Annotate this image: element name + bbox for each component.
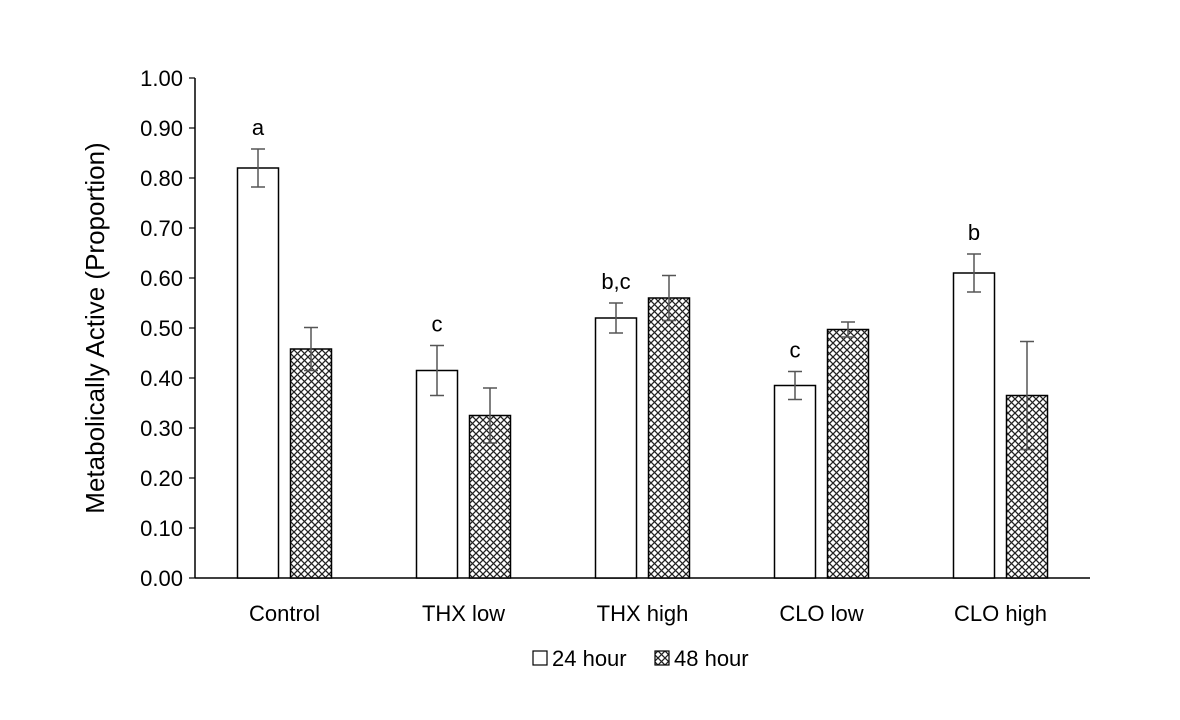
bar-24h xyxy=(594,317,638,579)
legend-swatch-48h xyxy=(654,650,670,666)
x-tick-label: THX low xyxy=(422,601,505,626)
x-tick-label: CLO low xyxy=(779,601,863,626)
bar-24h xyxy=(236,167,280,579)
significance-label: a xyxy=(252,115,265,140)
bar-24h xyxy=(415,369,459,579)
significance-label: c xyxy=(790,338,801,363)
x-tick-label: CLO high xyxy=(954,601,1047,626)
bar-48h xyxy=(647,297,691,579)
y-tick-label: 0.80 xyxy=(140,166,183,191)
y-tick-label: 0.20 xyxy=(140,466,183,491)
bar-48h xyxy=(289,348,333,579)
bar-24h xyxy=(773,384,817,579)
y-tick-label: 0.60 xyxy=(140,266,183,291)
bar-24h xyxy=(952,272,996,579)
y-tick-label: 0.70 xyxy=(140,216,183,241)
y-tick-label: 1.00 xyxy=(140,66,183,91)
significance-label: b xyxy=(968,220,980,245)
y-tick-label: 0.40 xyxy=(140,366,183,391)
y-axis-label: Metabolically Active (Proportion) xyxy=(80,142,110,513)
significance-label: c xyxy=(432,312,443,337)
legend-label-48h: 48 hour xyxy=(674,646,749,671)
y-tick-label: 0.30 xyxy=(140,416,183,441)
legend-label-24h: 24 hour xyxy=(552,646,627,671)
y-tick-label: 0.90 xyxy=(140,116,183,141)
y-tick-label: 0.50 xyxy=(140,316,183,341)
x-tick-label: Control xyxy=(249,601,320,626)
bar-48h xyxy=(826,328,870,579)
y-tick-label: 0.10 xyxy=(140,516,183,541)
y-tick-label: 0.00 xyxy=(140,566,183,591)
x-tick-label: THX high xyxy=(597,601,689,626)
significance-label: b,c xyxy=(601,269,630,294)
legend-swatch-24h xyxy=(532,650,548,666)
